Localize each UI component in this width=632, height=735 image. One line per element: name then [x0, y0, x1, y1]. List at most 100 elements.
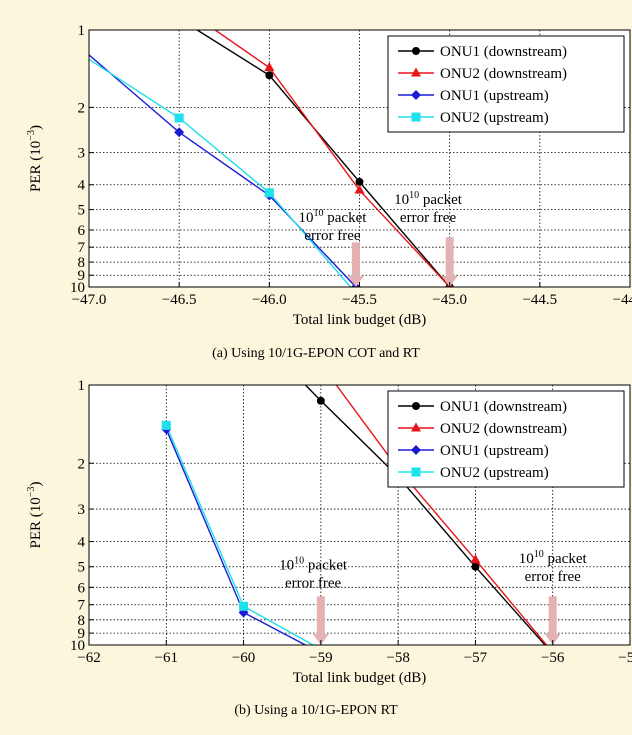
legend-label: ONU1 (downstream) — [440, 399, 567, 415]
annotation-line1: 1010 packet — [299, 208, 368, 226]
y-tick-label: 8 — [78, 613, 86, 629]
x-tick-label: −57 — [464, 650, 488, 666]
arrow-shaft — [548, 596, 557, 635]
y-tick-label: 7 — [78, 598, 86, 614]
annotation-line2: error free — [525, 569, 582, 585]
annotation-line1: 1010 packet — [279, 555, 348, 573]
data-point-0-3 — [471, 562, 480, 571]
annotation-line2: error free — [400, 210, 457, 226]
legend-swatch-marker — [412, 47, 420, 55]
y-tick-label: 3 — [78, 146, 86, 162]
annotation-line1: 1010 packet — [394, 190, 463, 208]
series-line-3 — [89, 58, 352, 287]
x-tick-label: −45.5 — [342, 292, 377, 308]
data-point-3-0 — [161, 420, 171, 430]
x-tick-label: −61 — [155, 650, 178, 666]
x-tick-label: −46.0 — [252, 292, 287, 308]
annotation-line2: error free — [304, 228, 361, 244]
data-point-0-1 — [265, 71, 274, 80]
y-tick-label: 3 — [78, 502, 86, 518]
legend-label: ONU2 (upstream) — [440, 465, 549, 481]
data-point-0-1 — [316, 396, 325, 405]
arrow-1 — [544, 596, 561, 645]
legend-entry-3: ONU2 (upstream) — [398, 110, 549, 126]
y-tick-label: 2 — [78, 456, 86, 472]
y-axis-label: PER (10−3) — [26, 482, 44, 549]
data-point-1-2 — [470, 554, 481, 564]
x-tick-label: −55 — [618, 650, 632, 666]
annotation-rest: packet — [419, 192, 463, 208]
annotation-rest: packet — [304, 557, 348, 573]
legend-swatch-marker — [411, 67, 421, 77]
legend-label: ONU2 (downstream) — [440, 66, 567, 82]
series-line-1 — [335, 385, 548, 645]
y-axis-label-close: ) — [28, 482, 44, 487]
y-tick-label: 1 — [78, 378, 86, 394]
data-point-1-1 — [264, 62, 275, 72]
x-tick-label: −62 — [77, 650, 100, 666]
x-tick-label: −44.0 — [613, 292, 632, 308]
legend-label: ONU2 (downstream) — [440, 421, 567, 437]
arrow-shaft — [445, 237, 454, 277]
y-tick-label: 10 — [70, 638, 85, 654]
y-tick-label: 4 — [78, 178, 86, 194]
arrow-head — [347, 276, 364, 287]
y-tick-label: 10 — [70, 280, 85, 296]
arrow-0 — [347, 242, 364, 287]
legend-swatch-marker — [411, 422, 421, 432]
x-axis-label: Total link budget (dB) — [293, 670, 427, 686]
caption-a: (a) Using 10/1G-EPON COT and RT — [212, 346, 420, 361]
y-tick-label: 6 — [78, 580, 86, 596]
y-axis-label-exp: −3 — [26, 130, 37, 141]
legend-entry-2: ONU1 (upstream) — [398, 443, 549, 459]
legend: ONU1 (downstream) ONU2 (downstream) ONU1 (… — [387, 390, 625, 488]
y-tick-label: 4 — [78, 535, 86, 551]
legend-entry-0: ONU1 (downstream) — [398, 399, 567, 415]
legend-swatch-marker — [411, 90, 421, 100]
annotation-line1: 1010 packet — [519, 549, 588, 567]
y-tick-label: 5 — [78, 560, 86, 576]
x-tick-label: −47.0 — [72, 292, 107, 308]
y-tick-label: 9 — [78, 626, 86, 642]
legend-box — [387, 390, 625, 488]
arrow-head — [441, 276, 458, 287]
legend-entry-3: ONU2 (upstream) — [398, 465, 549, 481]
y-tick-label: 5 — [78, 203, 86, 219]
x-tick-label: −58 — [386, 650, 409, 666]
arrow-head — [312, 634, 329, 645]
y-axis-label-exp: −3 — [26, 487, 37, 498]
data-point-0-2 — [355, 177, 364, 186]
series-group — [89, 30, 454, 287]
x-axis-label: Total link budget (dB) — [293, 312, 427, 328]
arrow-shaft — [316, 596, 325, 635]
y-tick-label: 8 — [78, 255, 86, 271]
y-axis-label-close: ) — [28, 125, 44, 130]
series-line-2 — [89, 54, 357, 287]
legend-swatch-marker — [411, 445, 421, 455]
y-tick-label: 6 — [78, 223, 86, 239]
arrow-head — [544, 634, 561, 645]
annotation-sup: 10 — [534, 549, 544, 560]
legend-label: ONU1 (upstream) — [440, 443, 549, 459]
legend-label: ONU1 (upstream) — [440, 88, 549, 104]
arrow-0 — [312, 596, 329, 645]
x-tick-label: −56 — [541, 650, 565, 666]
arrow-shaft — [351, 242, 360, 277]
y-tick-label: 9 — [78, 268, 86, 284]
data-point-3-2 — [264, 188, 274, 198]
chart-panel-0: 1010 packet error free 1010 packet error fr… — [26, 23, 632, 328]
data-point-3-1 — [239, 601, 249, 611]
x-tick-label: −60 — [232, 650, 255, 666]
data-point-1-2 — [354, 184, 365, 194]
x-tick-label: −45.0 — [432, 292, 467, 308]
legend-box — [387, 35, 625, 133]
legend-swatch-marker — [412, 402, 420, 410]
y-tick-label: 2 — [78, 100, 86, 116]
legend: ONU1 (downstream) ONU2 (downstream) ONU1 (… — [387, 35, 625, 133]
y-tick-label: 7 — [78, 240, 86, 256]
legend-swatch-marker — [411, 467, 421, 477]
annotation-rest: packet — [324, 210, 368, 226]
x-tick-label: −44.5 — [522, 292, 557, 308]
